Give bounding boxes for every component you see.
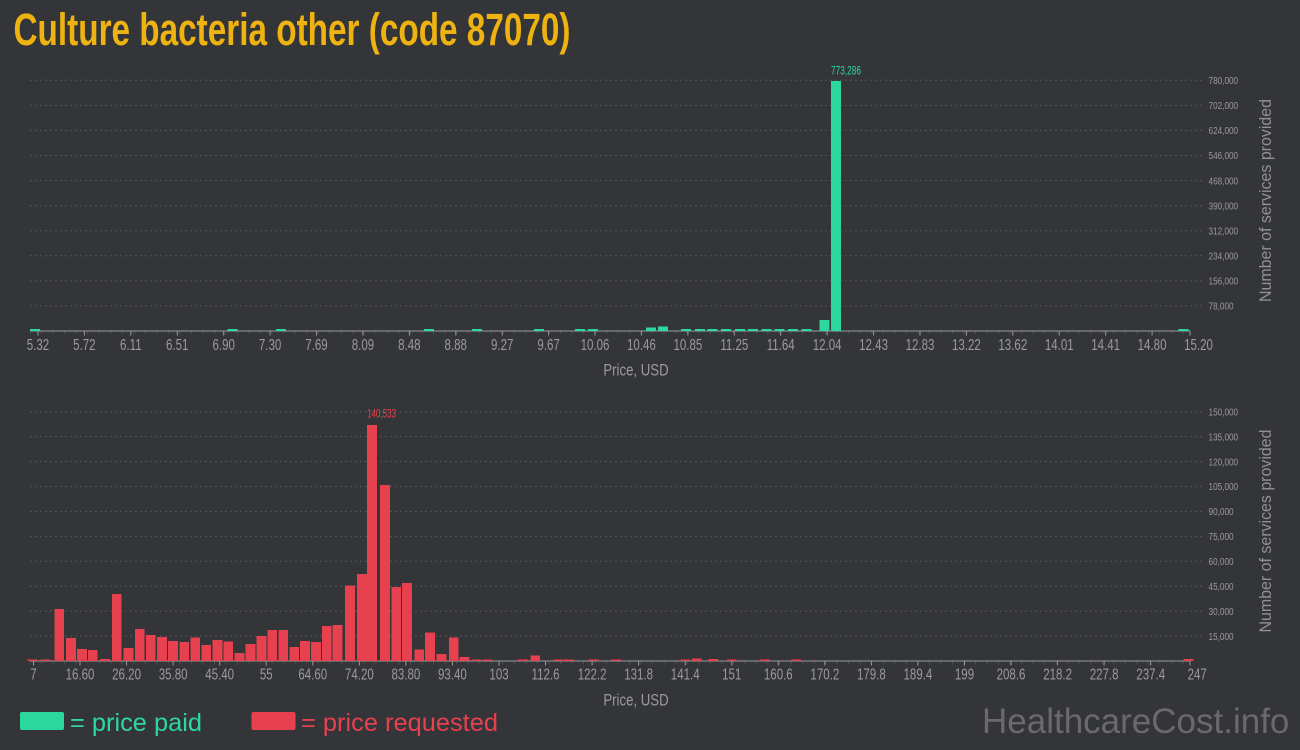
svg-text:189.4: 189.4 xyxy=(904,665,933,683)
svg-text:6.90: 6.90 xyxy=(212,335,235,353)
svg-text:90,000: 90,000 xyxy=(1209,505,1234,517)
svg-text:120,000: 120,000 xyxy=(1209,455,1239,467)
svg-text:30,000: 30,000 xyxy=(1209,605,1234,617)
svg-text:160.6: 160.6 xyxy=(764,665,793,683)
svg-text:390,000: 390,000 xyxy=(1209,199,1239,211)
svg-text:10.06: 10.06 xyxy=(581,335,610,353)
svg-text:624,000: 624,000 xyxy=(1209,124,1239,136)
svg-text:179.8: 179.8 xyxy=(857,665,886,683)
svg-text:26.20: 26.20 xyxy=(112,665,141,683)
svg-text:9.67: 9.67 xyxy=(537,335,560,353)
svg-text:105,000: 105,000 xyxy=(1209,480,1239,492)
svg-text:156,000: 156,000 xyxy=(1209,275,1239,287)
svg-text:83.80: 83.80 xyxy=(392,665,421,683)
svg-text:12.83: 12.83 xyxy=(906,335,935,353)
svg-text:8.88: 8.88 xyxy=(445,335,468,353)
svg-text:122.2: 122.2 xyxy=(578,665,607,683)
svg-text:702,000: 702,000 xyxy=(1209,99,1239,111)
svg-text:7.30: 7.30 xyxy=(259,335,282,353)
svg-text:13.62: 13.62 xyxy=(998,335,1027,353)
svg-text:HealthcareCost.info: HealthcareCost.info xyxy=(982,702,1289,741)
svg-text:6.51: 6.51 xyxy=(166,335,189,353)
svg-text:7: 7 xyxy=(30,665,37,683)
svg-text:14.80: 14.80 xyxy=(1138,335,1167,353)
svg-text:12.43: 12.43 xyxy=(859,335,888,353)
svg-text:14.01: 14.01 xyxy=(1045,335,1074,353)
svg-text:Price, USD: Price, USD xyxy=(603,361,668,380)
svg-text:11.64: 11.64 xyxy=(767,335,795,353)
svg-text:45.40: 45.40 xyxy=(205,665,234,683)
svg-text:199: 199 xyxy=(955,665,974,683)
svg-text:75,000: 75,000 xyxy=(1209,530,1234,542)
svg-text:140,533: 140,533 xyxy=(367,409,396,421)
svg-text:= price requested: = price requested xyxy=(301,709,498,737)
svg-text:141.4: 141.4 xyxy=(671,665,700,683)
svg-text:10.46: 10.46 xyxy=(627,335,656,353)
svg-text:64.60: 64.60 xyxy=(298,665,327,683)
svg-text:15.20: 15.20 xyxy=(1184,335,1213,353)
svg-text:= price paid: = price paid xyxy=(70,709,202,737)
svg-text:60,000: 60,000 xyxy=(1209,555,1234,567)
svg-text:112.6: 112.6 xyxy=(532,665,560,683)
svg-text:14.41: 14.41 xyxy=(1091,335,1120,353)
svg-text:16.60: 16.60 xyxy=(66,665,95,683)
svg-text:234,000: 234,000 xyxy=(1209,249,1239,261)
svg-text:103: 103 xyxy=(489,665,508,683)
svg-text:45,000: 45,000 xyxy=(1209,580,1234,592)
svg-text:150,000: 150,000 xyxy=(1209,405,1239,417)
svg-text:780,000: 780,000 xyxy=(1209,74,1239,86)
svg-text:8.48: 8.48 xyxy=(398,335,421,353)
svg-text:11.25: 11.25 xyxy=(720,335,748,353)
svg-text:546,000: 546,000 xyxy=(1209,149,1239,161)
svg-text:227.8: 227.8 xyxy=(1090,665,1119,683)
svg-text:5.32: 5.32 xyxy=(27,335,50,353)
svg-text:208.6: 208.6 xyxy=(997,665,1026,683)
svg-text:9.27: 9.27 xyxy=(491,335,514,353)
svg-text:7.69: 7.69 xyxy=(305,335,328,353)
svg-text:468,000: 468,000 xyxy=(1209,174,1239,186)
svg-text:6.11: 6.11 xyxy=(120,335,142,353)
svg-text:8.09: 8.09 xyxy=(352,335,375,353)
svg-text:237.4: 237.4 xyxy=(1136,665,1165,683)
svg-text:773,286: 773,286 xyxy=(831,66,861,78)
svg-text:170.2: 170.2 xyxy=(810,665,839,683)
svg-text:Culture bacteria other (code 8: Culture bacteria other (code 87070) xyxy=(14,4,571,55)
svg-text:12.04: 12.04 xyxy=(813,335,842,353)
svg-text:10.85: 10.85 xyxy=(673,335,702,353)
svg-text:Number of services provided: Number of services provided xyxy=(1256,430,1275,633)
svg-text:218.2: 218.2 xyxy=(1043,665,1072,683)
svg-text:Number of services provided: Number of services provided xyxy=(1256,99,1275,302)
svg-text:74.20: 74.20 xyxy=(345,665,374,683)
svg-text:312,000: 312,000 xyxy=(1209,224,1239,236)
svg-text:35.80: 35.80 xyxy=(159,665,188,683)
svg-text:135,000: 135,000 xyxy=(1209,430,1239,442)
svg-text:15,000: 15,000 xyxy=(1209,630,1234,642)
svg-text:93.40: 93.40 xyxy=(438,665,467,683)
svg-text:131.8: 131.8 xyxy=(624,665,653,683)
svg-text:55: 55 xyxy=(260,665,273,683)
svg-text:Price, USD: Price, USD xyxy=(603,691,668,710)
svg-text:5.72: 5.72 xyxy=(73,335,96,353)
svg-text:247: 247 xyxy=(1188,665,1207,683)
svg-text:78,000: 78,000 xyxy=(1209,300,1234,312)
svg-text:151: 151 xyxy=(722,665,741,683)
svg-text:13.22: 13.22 xyxy=(952,335,981,353)
